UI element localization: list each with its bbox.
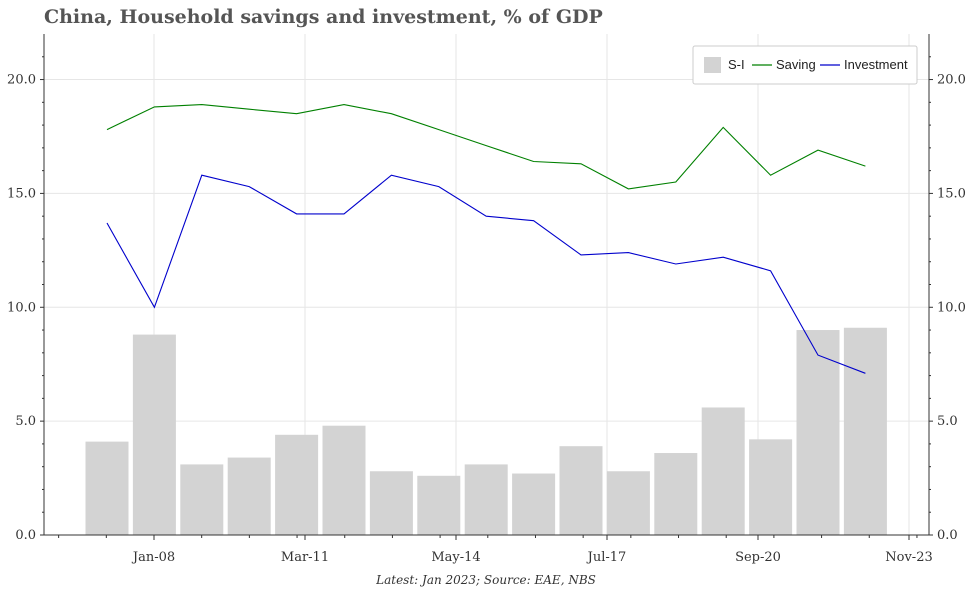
bars (85, 327, 887, 535)
x-tick-label: Jul-17 (586, 550, 627, 565)
y-tick-label-left: 5.0 (15, 414, 36, 429)
axes: 0.0 0.0 5.0 5.0 10.0 10.0 15.0 15.0 20.0 20.0 Jan-… (7, 34, 966, 565)
y-tick-label-right: 5.0 (937, 414, 958, 429)
line-saving (106, 104, 866, 190)
y-tick-label-left: 0.0 (15, 528, 36, 543)
legend-label-investment: Investment (844, 57, 908, 72)
bar-s-i (559, 446, 603, 535)
x-tick-label: Mar-11 (281, 550, 329, 565)
bar-s-i (654, 453, 698, 535)
bar-s-i (85, 441, 129, 535)
x-tick-label: Nov-23 (885, 550, 932, 565)
bar-s-i (417, 475, 461, 535)
chart-title: China, Household savings and investment,… (44, 6, 603, 28)
bar-s-i (369, 471, 413, 535)
line-investment (106, 174, 866, 374)
legend: S-I Saving Investment (692, 45, 918, 85)
legend-box (692, 45, 918, 85)
bar-s-i (275, 434, 319, 535)
x-tick-label: Jan-08 (131, 550, 175, 565)
bar-s-i (227, 457, 271, 535)
grid (44, 34, 929, 536)
chart-footnote: Latest: Jan 2023; Source: EAE, NBS (375, 573, 596, 587)
x-tick-label: May-14 (431, 550, 480, 565)
bar-s-i (749, 439, 793, 535)
y-tick-label-right: 0.0 (937, 528, 958, 543)
bar-s-i (132, 334, 176, 535)
bar-s-i (701, 407, 745, 535)
bar-s-i (606, 471, 650, 535)
bar-s-i (843, 327, 887, 535)
bar-s-i (180, 464, 224, 535)
y-tick-label-left: 20.0 (7, 73, 36, 88)
y-tick-label-right: 20.0 (937, 73, 966, 88)
x-tick-label: Sep-20 (735, 550, 781, 565)
bar-s-i (322, 425, 366, 535)
legend-swatch-si (704, 57, 721, 73)
y-tick-label-right: 15.0 (937, 186, 966, 201)
legend-label-si: S-I (728, 57, 745, 72)
lines (106, 104, 866, 374)
y-tick-label-right: 10.0 (937, 300, 966, 315)
legend-label-saving: Saving (776, 57, 816, 72)
bar-s-i (464, 464, 508, 535)
bar-s-i (512, 473, 556, 535)
bar-s-i (796, 330, 840, 535)
y-tick-label-left: 10.0 (7, 300, 36, 315)
y-tick-label-left: 15.0 (7, 186, 36, 201)
